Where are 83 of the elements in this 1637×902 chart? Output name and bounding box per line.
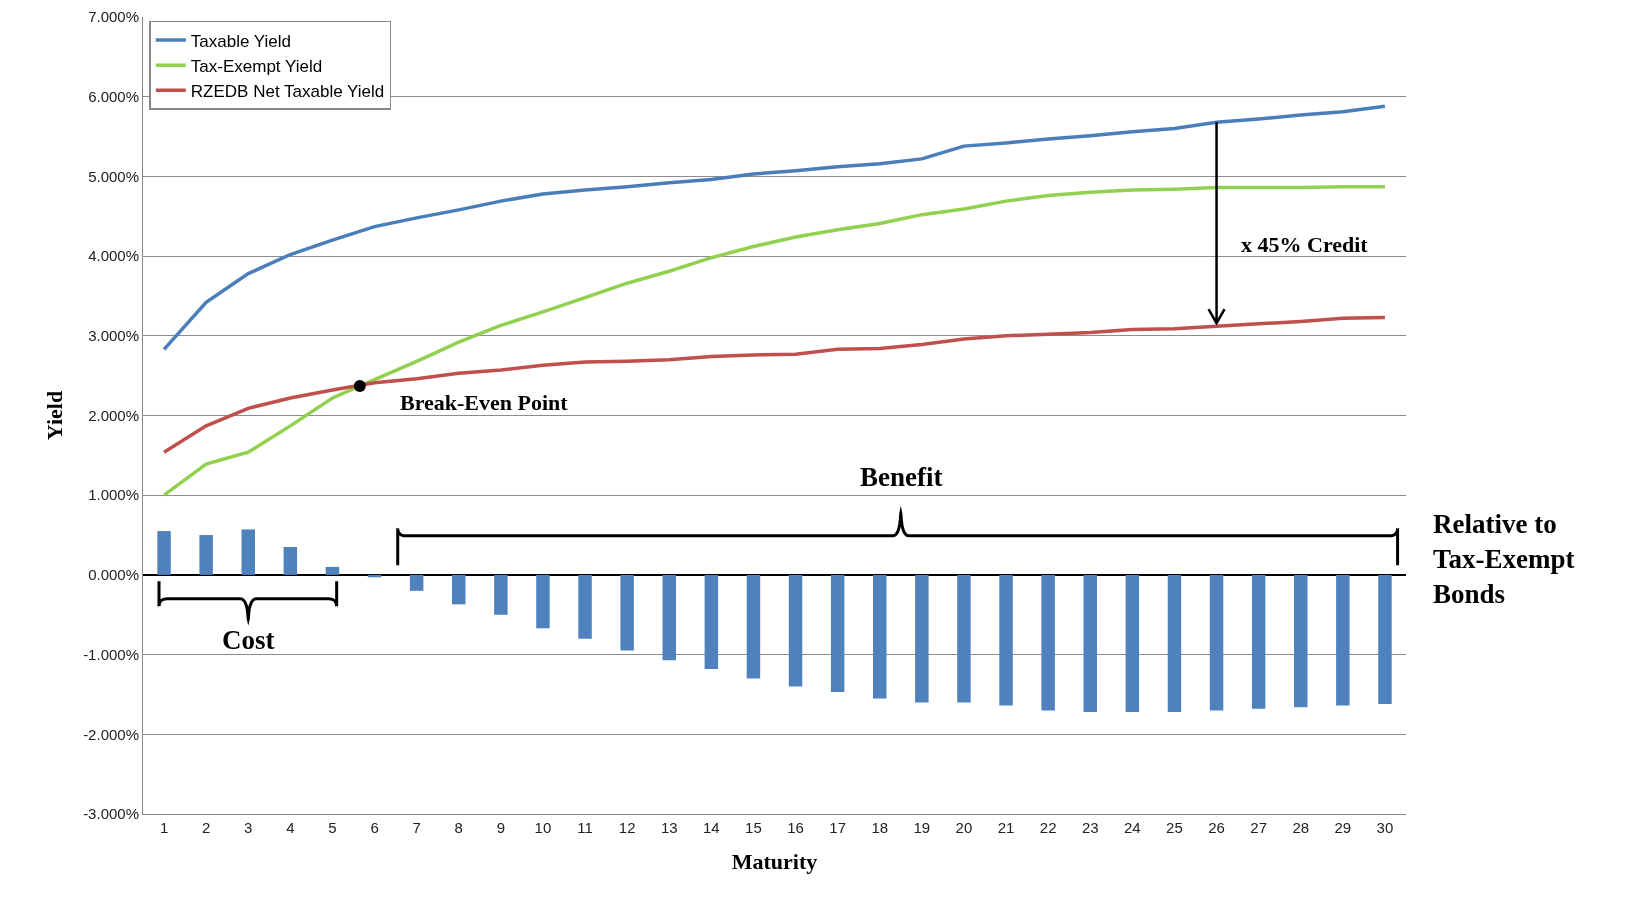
y-tick-label: 4.000% [88,247,139,265]
x-tick-label: 19 [913,819,931,836]
bar [746,574,761,679]
bar [536,574,550,629]
x-tick-label: 13 [660,819,678,836]
bar [1125,574,1140,712]
x-tick-label: 2 [201,819,211,836]
bar [1378,574,1392,705]
x-tick-label: 1 [159,819,169,836]
x-tick-label: 17 [829,819,846,836]
bar [1041,574,1055,711]
x-tick-label: 23 [1081,819,1099,836]
x-tick-label: 5 [328,819,337,836]
y-tick-label: 0.000% [88,566,139,584]
x-tick-label: 15 [745,819,762,836]
y-tick-label: -2.000% [83,725,139,743]
bar [915,574,929,703]
x-tick-label: 30 [1376,819,1394,836]
x-tick-label: 29 [1334,819,1352,836]
x-tick-label: 3 [244,819,253,836]
bar [494,574,508,615]
legend-label: Taxable Yield [190,31,291,51]
x-tick-label: 27 [1250,819,1267,836]
text: Relative to Tax-Exempt Bonds [1433,509,1575,610]
bar [199,535,213,575]
x-tick-label: 28 [1292,819,1310,836]
x-tick-label: 16 [787,819,804,836]
x-tick-label: 22 [1039,819,1057,836]
bar [999,574,1013,706]
y-tick-label: 1.000% [88,486,139,504]
bar [241,529,255,575]
y-tick-label: 3.000% [88,327,139,345]
line-series [162,104,1387,352]
x-tick-label: 21 [997,819,1015,836]
x-tick-label: 10 [534,819,552,836]
x-tick-label: 24 [1124,819,1141,836]
bar [1336,574,1350,706]
bar [704,574,719,669]
annotation: Cost [222,625,275,655]
line-series [162,185,1387,497]
x-tick-label: 14 [703,819,720,836]
x-tick-label: 20 [955,819,973,836]
x-tick-label: 18 [871,819,889,836]
bar [283,547,298,575]
line-series [162,315,1387,454]
x-tick-label: 26 [1208,819,1225,836]
bar [788,574,803,687]
bar [830,574,845,693]
y-tick-label: -3.000% [83,805,139,823]
annotation: Break-Even Point [400,390,569,415]
x-tick-label: 11 [577,819,593,836]
bar [662,574,676,661]
bar [1251,574,1266,709]
y-tick-label: 2.000% [88,406,139,424]
bar [1167,574,1182,712]
x-tick-label: 8 [454,819,463,836]
bar [409,574,424,591]
x-tick-label: 25 [1166,819,1183,836]
x-tick-label: 7 [412,819,421,836]
y-axis-title: Yield [41,390,67,441]
bar [325,566,340,575]
x-tick-label: 4 [286,819,295,836]
bar [957,574,971,703]
bar [578,574,592,639]
y-tick-label: 6.000% [88,87,139,105]
x-axis-title: Maturity [731,848,818,874]
bar [1294,574,1308,708]
bar [452,574,466,605]
x-tick-label: 12 [618,819,636,836]
y-tick-label: 5.000% [88,167,139,185]
annotation: Benefit [860,462,943,492]
annotation: x 45% Credit [1241,232,1369,257]
x-tick-label: 6 [370,819,379,836]
legend-label: Tax-Exempt Yield [190,56,323,76]
legend-label: RZEDB Net Taxable Yield [190,81,385,101]
bar [157,531,171,575]
x-tick-label: 9 [496,819,506,836]
bar [620,574,634,651]
y-tick-label: 7.000% [88,8,139,26]
bar [1083,574,1097,712]
y-tick-label: -1.000% [83,645,139,663]
bar [873,574,887,699]
bar [1209,574,1224,711]
